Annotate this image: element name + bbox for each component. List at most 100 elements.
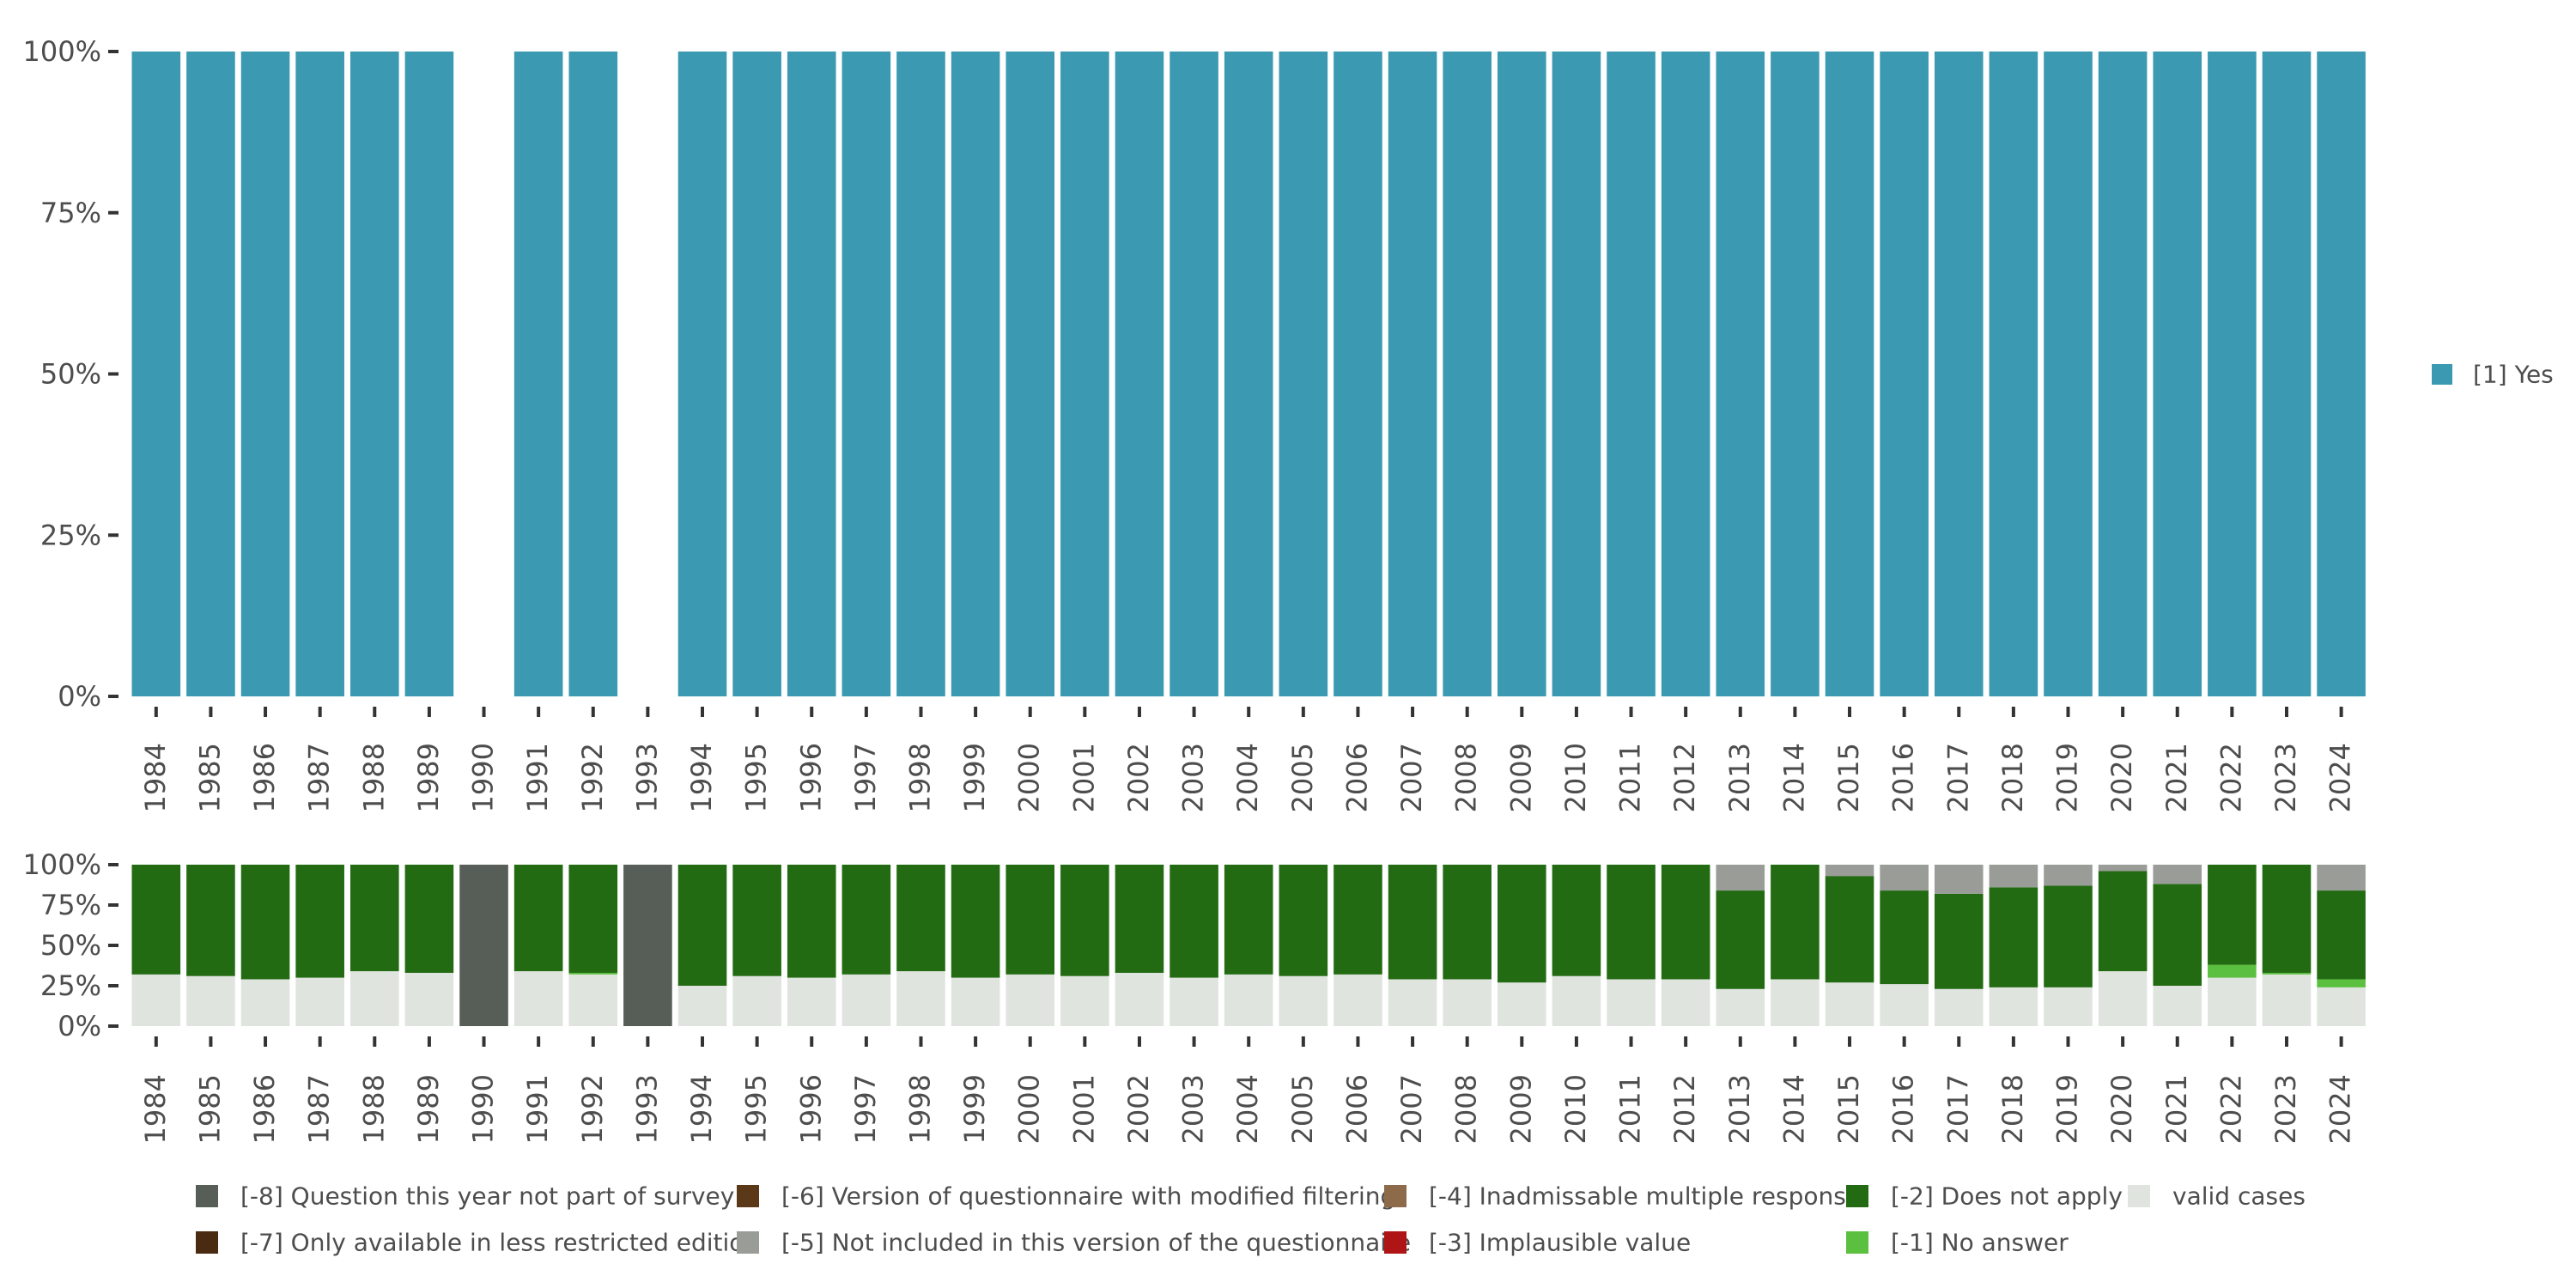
bar-segment bbox=[2098, 871, 2148, 972]
bar-segment bbox=[1498, 865, 1546, 983]
bottom-chart-legend: [-8] Question this year not part of surv… bbox=[196, 1182, 2306, 1257]
x-tick-label: 2016 bbox=[1887, 743, 1920, 812]
x-tick-label: 2002 bbox=[1122, 743, 1155, 812]
legend-swatch bbox=[1384, 1231, 1406, 1254]
bar-segment bbox=[186, 52, 235, 696]
bar-segment bbox=[295, 977, 344, 1026]
bar-segment bbox=[896, 52, 945, 696]
x-tick-label: 2013 bbox=[1723, 1074, 1756, 1144]
x-tick-label: 2017 bbox=[1941, 743, 1974, 812]
bar-segment bbox=[1934, 52, 1984, 696]
x-tick-label: 1994 bbox=[685, 1074, 718, 1144]
bar-segment bbox=[1771, 52, 1820, 696]
bar-segment bbox=[1279, 975, 1328, 1026]
bar-segment bbox=[1716, 988, 1765, 1026]
x-tick-label: 2010 bbox=[1559, 1074, 1592, 1144]
x-tick-label: 2020 bbox=[2105, 743, 2138, 812]
y-tick-label: 75% bbox=[40, 197, 101, 229]
x-tick-label: 1988 bbox=[357, 1074, 390, 1144]
bar-segment bbox=[513, 52, 563, 696]
x-tick-label: 2003 bbox=[1177, 1074, 1210, 1144]
bar-segment bbox=[2208, 52, 2257, 696]
x-tick-label: 1999 bbox=[958, 743, 991, 812]
bar-segment bbox=[1224, 865, 1273, 975]
bar-segment bbox=[623, 865, 672, 1026]
x-tick-label: 2007 bbox=[1395, 743, 1428, 812]
bar-segment bbox=[568, 974, 618, 1026]
bar-segment bbox=[1989, 52, 2038, 696]
bar-segment bbox=[1607, 52, 1656, 696]
bar-segment bbox=[951, 977, 1000, 1026]
bar-segment bbox=[513, 971, 563, 1026]
x-tick-label: 1991 bbox=[521, 743, 554, 812]
y-tick-label: 100% bbox=[23, 35, 101, 68]
x-tick-label: 2024 bbox=[2324, 743, 2357, 812]
bar-segment bbox=[1224, 52, 1273, 696]
bar-segment bbox=[2208, 964, 2257, 978]
x-tick-label: 1987 bbox=[303, 1074, 336, 1144]
bar-segment bbox=[1170, 52, 1218, 696]
y-tick-label: 0% bbox=[58, 1010, 101, 1042]
x-tick-label: 2013 bbox=[1723, 743, 1756, 812]
x-tick-label: 1997 bbox=[849, 1074, 882, 1144]
x-tick-label: 1985 bbox=[193, 1074, 226, 1144]
x-tick-label: 2015 bbox=[1832, 743, 1865, 812]
x-tick-label: 2009 bbox=[1504, 1074, 1537, 1144]
bar-segment bbox=[841, 974, 891, 1026]
x-tick-label: 1990 bbox=[467, 743, 500, 812]
bar-segment bbox=[2317, 52, 2366, 696]
bar-segment bbox=[1115, 865, 1164, 973]
x-tick-label: 2015 bbox=[1832, 1074, 1865, 1144]
bar-segment bbox=[1334, 52, 1382, 696]
bar-segment bbox=[2262, 972, 2312, 975]
x-tick-label: 2011 bbox=[1614, 743, 1647, 812]
x-tick-label: 1993 bbox=[630, 1074, 663, 1144]
bar-segment bbox=[677, 986, 727, 1026]
bar-segment bbox=[1443, 52, 1492, 696]
x-tick-label: 2018 bbox=[1996, 743, 2029, 812]
bottom-chart-panel: 100% 75% 50% 25% 0% 1984 1985 1986 1987 1988 1989 1… bbox=[23, 848, 2366, 1144]
x-tick-label: 1986 bbox=[248, 1074, 281, 1144]
legend-swatch bbox=[1384, 1185, 1406, 1207]
legend-swatch bbox=[2128, 1185, 2150, 1207]
legend-label: [-8] Question this year not part of surv… bbox=[240, 1182, 734, 1211]
x-tick-label: 2019 bbox=[2051, 1074, 2084, 1144]
bar-segment bbox=[1716, 890, 1765, 989]
bar-segment bbox=[951, 52, 1000, 696]
bar-segment bbox=[1989, 865, 2038, 888]
bar-segment bbox=[2044, 865, 2093, 886]
x-tick-label: 1999 bbox=[958, 1074, 991, 1144]
x-tick-label: 2012 bbox=[1668, 743, 1701, 812]
y-tick-label: 75% bbox=[40, 889, 101, 921]
bar-segment bbox=[513, 865, 563, 972]
x-tick-label: 2019 bbox=[2051, 743, 2084, 812]
bar-segment bbox=[2317, 865, 2366, 891]
x-tick-label: 2009 bbox=[1504, 743, 1537, 812]
x-tick-label: 1985 bbox=[193, 743, 226, 812]
bar-segment bbox=[1443, 865, 1492, 980]
bar-segment bbox=[295, 52, 344, 696]
x-tick-label: 1995 bbox=[740, 1074, 773, 1144]
bar-segment bbox=[841, 865, 891, 975]
bar-segment bbox=[732, 975, 781, 1026]
bar-segment bbox=[1661, 979, 1710, 1026]
bar-segment bbox=[2153, 52, 2202, 696]
x-tick-label: 1984 bbox=[139, 743, 172, 812]
bar-segment bbox=[2262, 974, 2312, 1026]
bar-segment bbox=[1552, 865, 1601, 976]
x-tick-label: 2006 bbox=[1340, 1074, 1373, 1144]
bar-segment bbox=[841, 52, 891, 696]
bar-segment bbox=[349, 865, 399, 972]
x-tick-label: 1996 bbox=[794, 1074, 827, 1144]
bar-segment bbox=[732, 865, 781, 976]
legend-swatch bbox=[196, 1231, 218, 1254]
bar-segment bbox=[787, 977, 836, 1026]
bar-segment bbox=[240, 979, 290, 1026]
x-tick-label: 1990 bbox=[467, 1074, 500, 1144]
bar-segment bbox=[2098, 865, 2148, 872]
bar-segment bbox=[1607, 979, 1656, 1026]
bar-segment bbox=[404, 52, 454, 696]
bar-segment bbox=[2208, 977, 2257, 1026]
bar-segment bbox=[2044, 885, 2093, 987]
x-tick-label: 1989 bbox=[412, 1074, 445, 1144]
